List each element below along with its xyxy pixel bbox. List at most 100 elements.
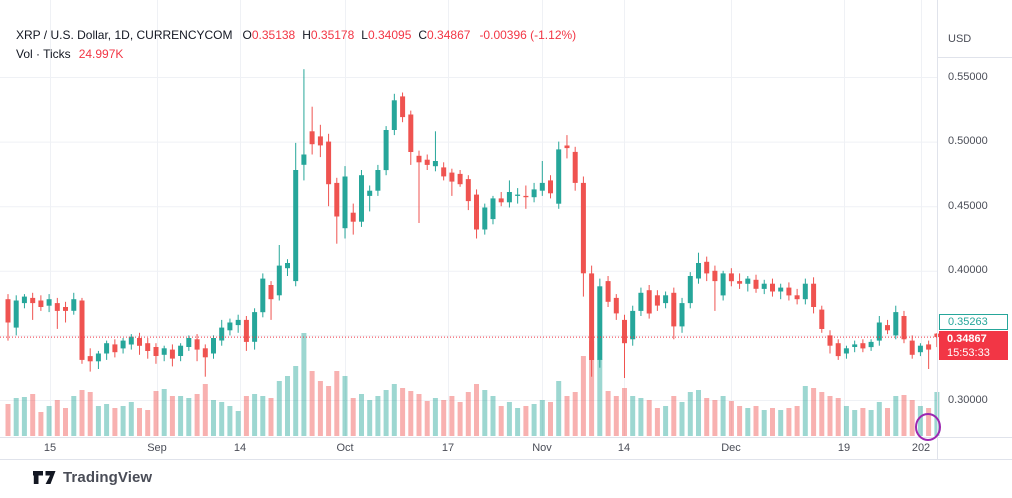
tradingview-logo-text: TradingView bbox=[63, 469, 153, 486]
volume-bar bbox=[178, 396, 184, 436]
volume-bar bbox=[268, 398, 274, 436]
candle-body bbox=[696, 263, 701, 279]
volume-bar bbox=[728, 401, 734, 436]
legend-row-volume: Vol · Ticks 24.997K bbox=[16, 45, 576, 64]
candle-body bbox=[268, 285, 274, 300]
volume-bar bbox=[580, 356, 586, 436]
volume-bar bbox=[901, 395, 907, 436]
candle-body bbox=[474, 194, 479, 230]
candle-body bbox=[252, 312, 258, 342]
volume-bar bbox=[46, 406, 52, 436]
volume-bar bbox=[819, 392, 825, 436]
candle-body bbox=[46, 299, 52, 306]
volume-bar bbox=[885, 408, 890, 436]
symbol-title[interactable]: XRP / U.S. Dollar, 1D, CURRENCYCOM bbox=[16, 28, 233, 42]
price-tick-label: 0.50000 bbox=[948, 135, 988, 148]
candle-body bbox=[309, 131, 315, 145]
candle-body bbox=[432, 161, 438, 167]
candle-body bbox=[835, 343, 841, 357]
candle-body bbox=[120, 340, 126, 349]
ohlc-low: L0.34095 bbox=[361, 28, 412, 42]
volume-bar bbox=[811, 388, 817, 436]
volume-bar bbox=[827, 396, 833, 436]
volume-bar bbox=[679, 402, 685, 436]
candle-body bbox=[408, 114, 414, 152]
candle-body bbox=[860, 343, 866, 349]
volume-bar bbox=[605, 391, 611, 436]
volume-bar bbox=[21, 397, 27, 436]
candle-body bbox=[219, 327, 225, 341]
volume-bar bbox=[227, 406, 233, 436]
candle-body bbox=[728, 273, 734, 282]
tradingview-logo[interactable]: TradingView bbox=[33, 469, 152, 486]
volume-bar bbox=[917, 406, 923, 436]
volume-bar bbox=[416, 394, 422, 436]
currency-label: USD bbox=[948, 33, 972, 45]
volume-bar bbox=[531, 404, 537, 436]
time-tick-label: Oct bbox=[336, 442, 354, 454]
volume-bar bbox=[137, 408, 142, 436]
candle-body bbox=[827, 335, 833, 346]
volume-bar bbox=[794, 406, 800, 436]
candle-body bbox=[71, 299, 77, 311]
candle-body bbox=[317, 136, 323, 146]
candle-body bbox=[301, 154, 307, 165]
ohlc-open: O0.35138 bbox=[242, 28, 296, 42]
volume-bar bbox=[926, 408, 932, 436]
volume-bar bbox=[868, 410, 874, 436]
volume-bar bbox=[326, 386, 332, 436]
volume-bar bbox=[112, 408, 118, 436]
volume-bar bbox=[54, 400, 60, 436]
volume-bar bbox=[704, 398, 710, 436]
annotation-ellipse bbox=[915, 413, 941, 441]
candle-body bbox=[227, 322, 233, 331]
candle-body bbox=[367, 190, 373, 196]
ohlc-high: H0.35178 bbox=[302, 28, 355, 42]
candle-body bbox=[654, 295, 660, 306]
candle-body bbox=[909, 340, 915, 355]
volume-bar bbox=[786, 408, 792, 436]
candle-body bbox=[5, 299, 11, 323]
candle-body bbox=[745, 278, 751, 284]
candle-body bbox=[885, 325, 890, 331]
volume-bar bbox=[243, 396, 249, 436]
candle-body bbox=[145, 343, 151, 351]
volume-bar bbox=[391, 384, 397, 436]
volume-bar bbox=[893, 396, 899, 436]
volume-bar bbox=[293, 366, 299, 436]
plot-series-group bbox=[5, 69, 940, 436]
volume-bar bbox=[309, 371, 315, 436]
candle-body bbox=[843, 348, 849, 354]
volume-bar bbox=[424, 401, 430, 436]
volume-bar bbox=[375, 396, 381, 436]
time-tick-label: Nov bbox=[532, 442, 552, 454]
candle-body bbox=[54, 303, 60, 311]
candle-body bbox=[770, 283, 775, 292]
volume-bar bbox=[770, 408, 775, 436]
volume-bar bbox=[359, 394, 364, 436]
volume-bar bbox=[934, 392, 940, 436]
volume-bar bbox=[276, 381, 282, 436]
candle-body bbox=[506, 192, 512, 203]
price-tick-label: 0.40000 bbox=[948, 264, 988, 277]
candle-body bbox=[161, 348, 167, 355]
volume-bar bbox=[260, 396, 266, 436]
price-chart-canvas[interactable] bbox=[0, 0, 1012, 460]
candle-body bbox=[548, 180, 553, 194]
candle-body bbox=[235, 319, 241, 326]
volume-bar bbox=[613, 396, 619, 436]
candle-body bbox=[597, 286, 603, 360]
candle-body bbox=[457, 173, 463, 185]
time-tick-label: 202 bbox=[911, 442, 931, 454]
price-tick-label: 0.55000 bbox=[948, 70, 988, 83]
volume-bar bbox=[778, 410, 784, 436]
candle-body bbox=[901, 316, 907, 340]
volume-indicator-label[interactable]: Vol · Ticks bbox=[16, 47, 71, 61]
volume-bar bbox=[30, 394, 36, 436]
time-axis[interactable]: 15 Sep 14 Oct 17 Nov 14 Dec 19 202 bbox=[0, 437, 937, 459]
candle-body bbox=[876, 322, 882, 341]
price-axis[interactable]: USD 0.35263 0.34867 15:53:33 0.55000 0.50… bbox=[937, 0, 1012, 459]
volume-bar bbox=[211, 400, 216, 436]
candle-body bbox=[778, 287, 784, 292]
